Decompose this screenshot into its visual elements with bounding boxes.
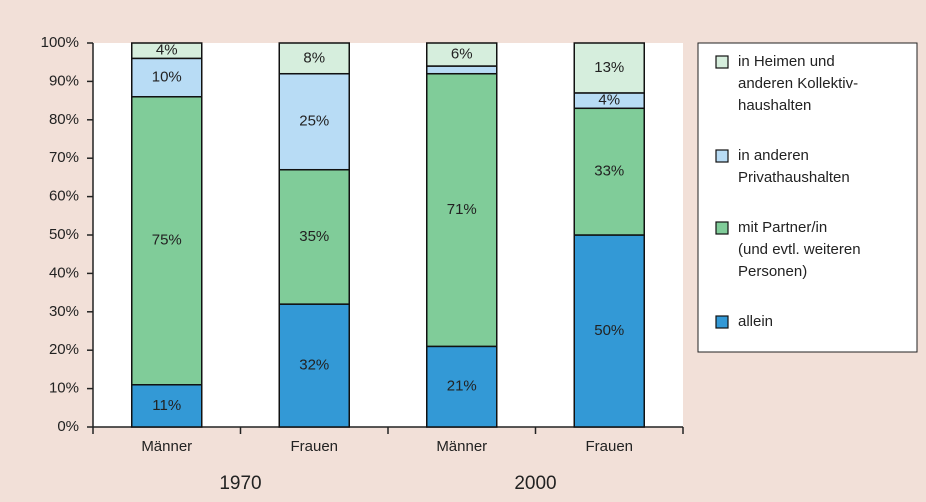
- data-label: 75%: [152, 232, 182, 249]
- data-label: 35%: [299, 228, 329, 245]
- bar-segment: [426, 72, 498, 348]
- data-label: 71%: [447, 201, 477, 218]
- y-tick-label: 70%: [49, 149, 79, 166]
- x-tick-label: Frauen: [585, 438, 633, 455]
- y-tick-label: 90%: [49, 72, 79, 89]
- legend-swatch: [715, 55, 729, 69]
- bar-segment: [278, 168, 350, 305]
- legend-box: [697, 42, 918, 353]
- data-label: 6%: [451, 45, 473, 62]
- bar-segment: [426, 65, 498, 75]
- legend-swatch: [715, 315, 729, 329]
- bar-segment: [131, 384, 203, 428]
- legend-label: allein: [738, 313, 773, 330]
- y-tick-label: 50%: [49, 226, 79, 243]
- group-label: 2000: [514, 473, 556, 494]
- y-tick-label: 60%: [49, 188, 79, 205]
- data-label: 33%: [594, 163, 624, 180]
- y-tick-label: 10%: [49, 380, 79, 397]
- bar-segment: [573, 234, 645, 428]
- bar-segment: [573, 107, 645, 236]
- bar-segment: [278, 42, 350, 75]
- bar-segment: [426, 345, 498, 428]
- data-label: 8%: [303, 49, 325, 66]
- bar-segment: [278, 72, 350, 171]
- data-label: 4%: [598, 92, 620, 109]
- bar-segment: [426, 42, 498, 67]
- y-tick-label: 30%: [49, 303, 79, 320]
- y-tick-label: 40%: [49, 264, 79, 281]
- data-label: 25%: [299, 113, 329, 130]
- x-tick-label: Männer: [141, 438, 192, 455]
- y-tick-label: 100%: [41, 34, 79, 51]
- data-label: 32%: [299, 357, 329, 374]
- x-tick-label: Männer: [436, 438, 487, 455]
- bar-segment: [131, 42, 203, 60]
- data-label: 11%: [152, 397, 181, 414]
- y-tick-label: 0%: [57, 418, 79, 435]
- data-label: 50%: [594, 322, 624, 339]
- data-label: 21%: [447, 378, 477, 395]
- data-label: 10%: [152, 69, 182, 86]
- legend-label: mit Partner/in (und evtl. weiteren Persone…: [738, 219, 861, 280]
- bar-segment: [278, 303, 350, 428]
- x-tick-label: Frauen: [290, 438, 338, 455]
- data-label: 13%: [594, 59, 624, 76]
- data-label: 4%: [156, 42, 178, 59]
- y-tick-label: 80%: [49, 111, 79, 128]
- y-tick-label: 20%: [49, 341, 79, 358]
- legend-swatch: [715, 149, 729, 163]
- legend-swatch: [715, 221, 729, 235]
- bar-segment: [573, 42, 645, 94]
- group-label: 1970: [219, 473, 261, 494]
- legend-label: in Heimen und anderen Kollektiv-haushalte…: [738, 53, 858, 114]
- legend-label: in anderen Privathaushalten: [738, 147, 850, 186]
